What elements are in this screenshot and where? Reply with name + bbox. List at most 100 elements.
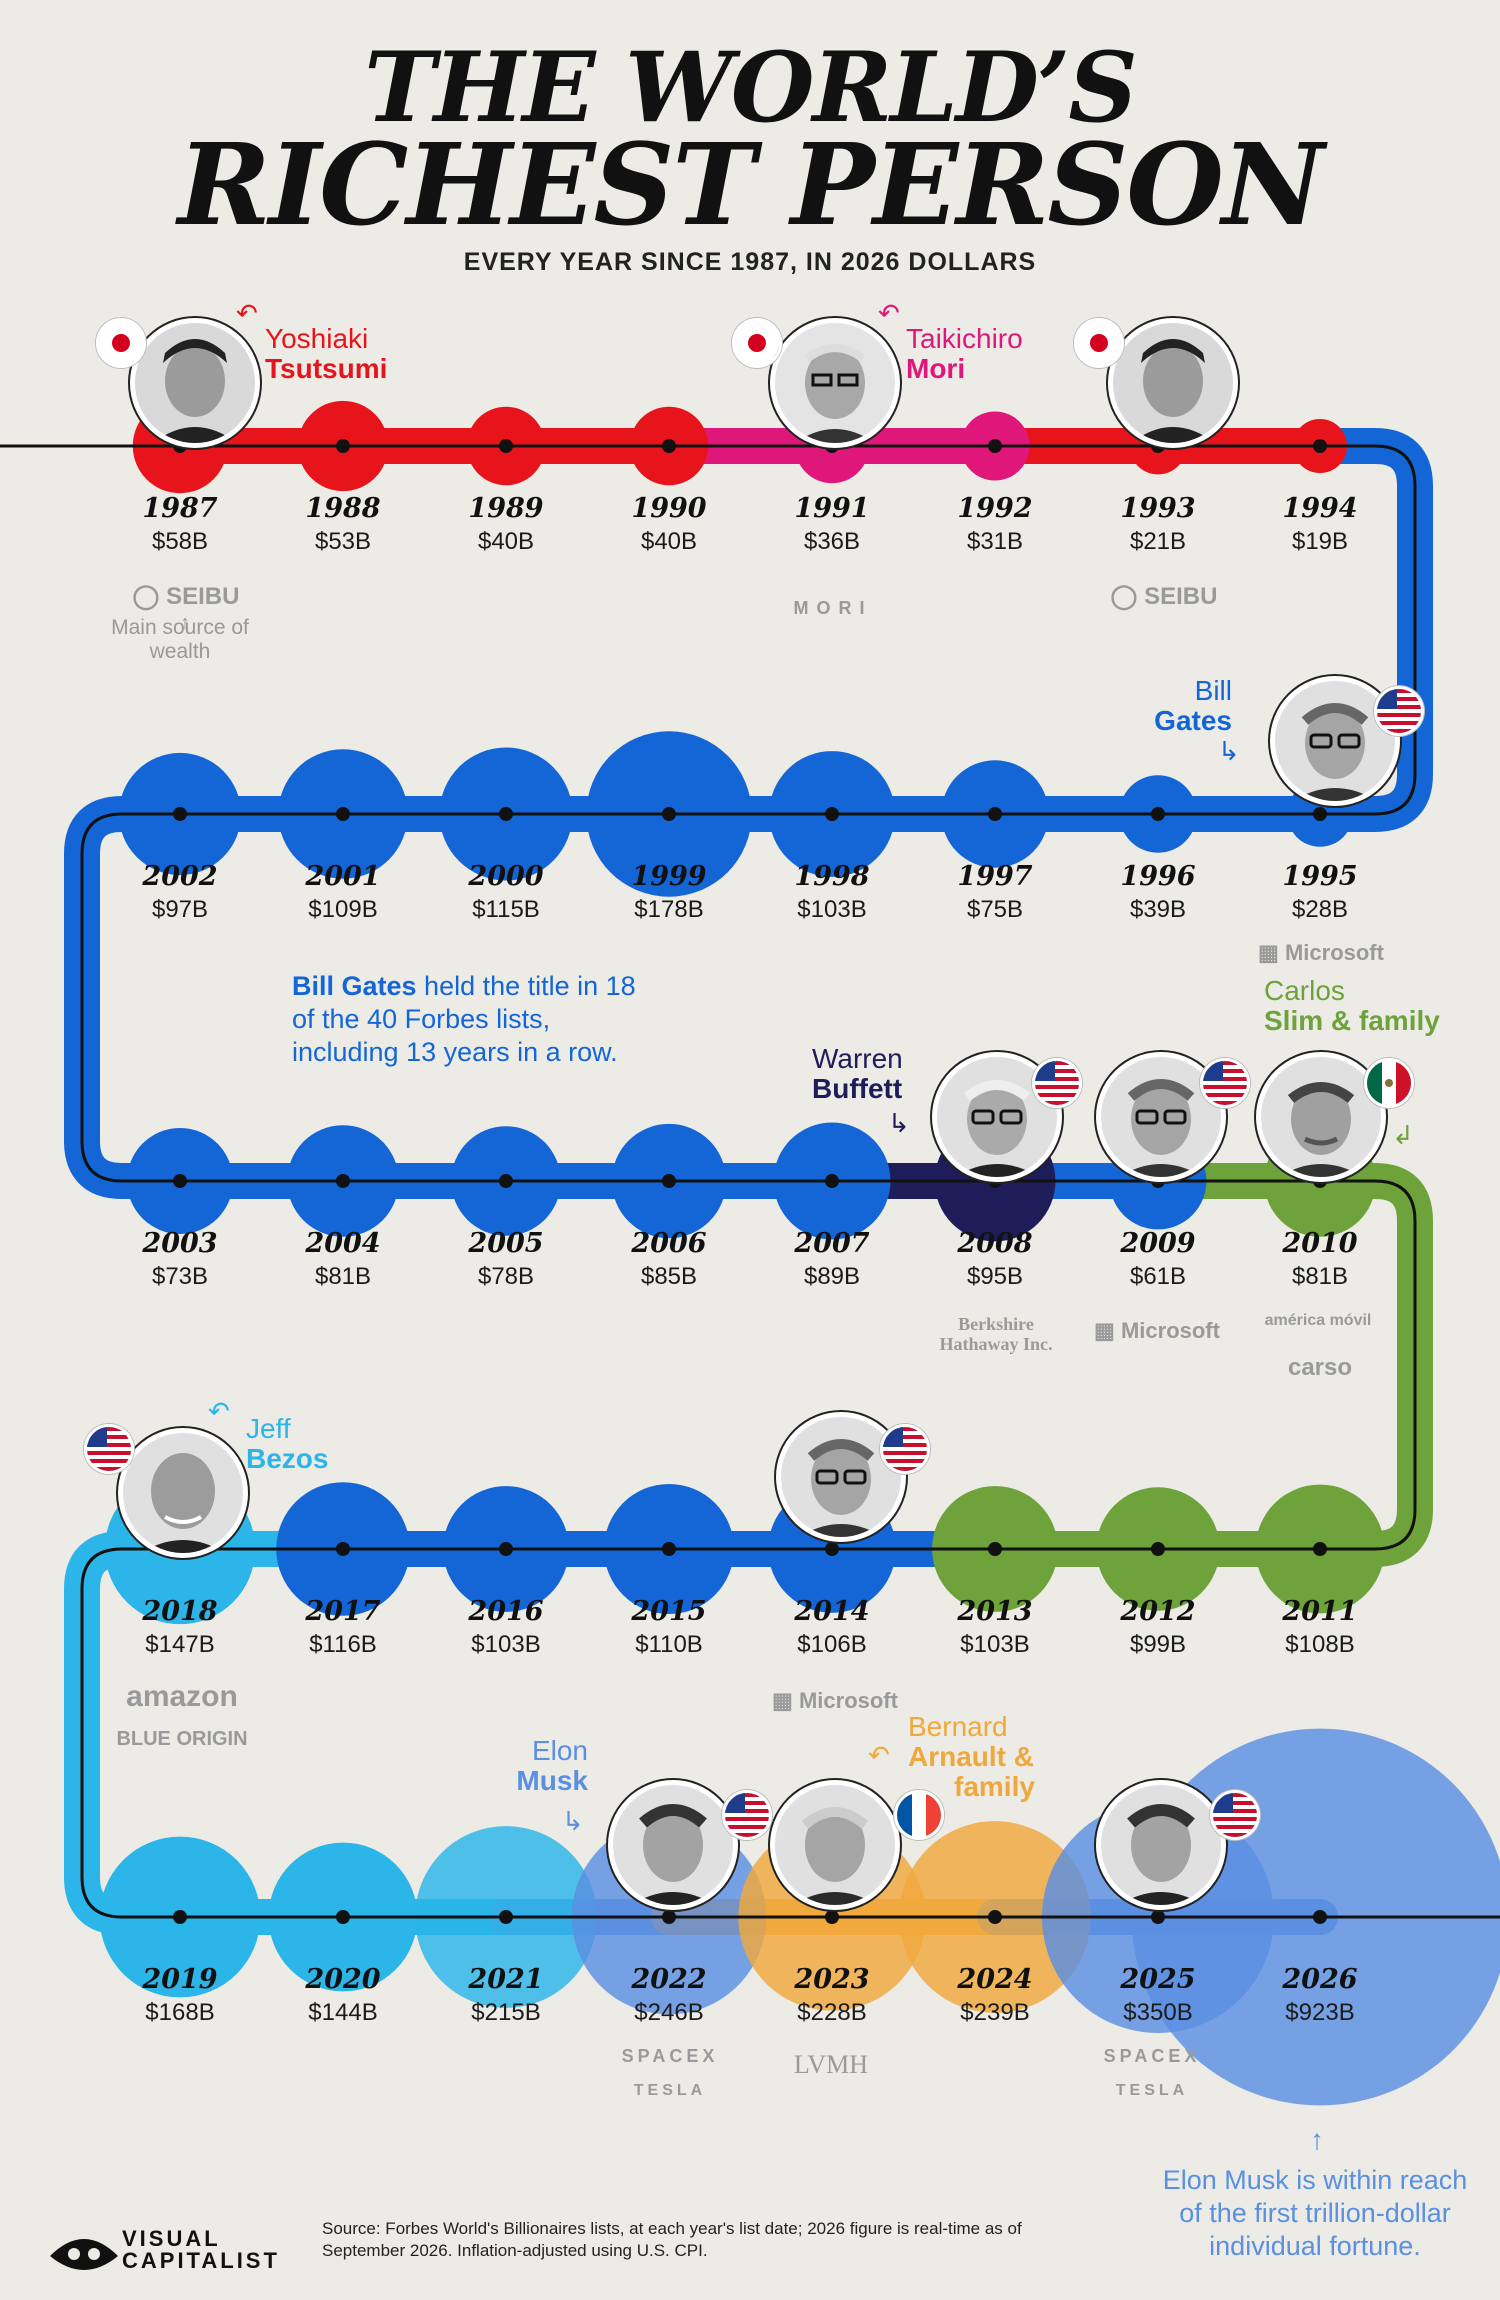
value-label-1994: $19B <box>1292 528 1348 555</box>
seibu-logo: ◯ SEIBU <box>132 583 240 610</box>
portrait-bezos <box>118 1428 248 1558</box>
usa-flag-icon <box>1210 1790 1260 1840</box>
usa-flag-icon <box>880 1424 930 1474</box>
dot-2024 <box>988 1910 1002 1924</box>
value-label-2009: $61B <box>1130 1263 1186 1290</box>
dot-2001 <box>336 807 350 821</box>
value-label-2021: $215B <box>471 1999 540 2026</box>
year-label-1993: 1993 <box>1120 493 1195 524</box>
year-label-2006: 2006 <box>630 1228 706 1259</box>
portrait-slim <box>1256 1052 1386 1182</box>
arrow-gates: ↳ <box>1218 736 1240 766</box>
value-label-2022: $246B <box>634 1999 703 2026</box>
dot-1999 <box>662 807 676 821</box>
value-label-2001: $109B <box>308 896 377 923</box>
value-label-1993: $21B <box>1130 528 1186 555</box>
value-label-2014: $106B <box>797 1631 866 1658</box>
value-label-2024: $239B <box>960 1999 1029 2026</box>
timeline-guide <box>0 444 1500 1919</box>
value-label-2013: $103B <box>960 1631 1029 1658</box>
year-label-2013: 2013 <box>956 1596 1032 1627</box>
name-mori: Taikichiro Mori <box>906 323 1023 384</box>
dot-1995 <box>1313 807 1327 821</box>
arrow-musk: ↳ <box>562 1806 584 1836</box>
year-label-2024: 2024 <box>956 1964 1032 1995</box>
value-label-2020: $144B <box>308 1999 377 2026</box>
year-label-1997: 1997 <box>957 861 1032 892</box>
dot-1990 <box>662 439 676 453</box>
value-label-1999: $178B <box>634 896 703 923</box>
dot-2004 <box>336 1174 350 1188</box>
arrow-arnault: ↶ <box>868 1740 890 1770</box>
name-tsutsumi: Yoshiaki Tsutsumi <box>265 323 388 384</box>
value-label-2008: $95B <box>967 1263 1023 1290</box>
arrow-tsutsumi: ↶ <box>236 298 258 328</box>
japan-flag-icon <box>96 318 146 368</box>
timeline-line <box>0 444 1500 1919</box>
portrait-musk-2022 <box>608 1780 738 1910</box>
year-label-2007: 2007 <box>793 1228 869 1259</box>
up-arrow-icon: ↑ <box>180 612 190 634</box>
value-label-1998: $103B <box>797 896 866 923</box>
france-flag-icon <box>894 1790 944 1840</box>
subtitle: EVERY YEAR SINCE 1987, IN 2026 DOLLARS <box>463 248 1037 276</box>
year-label-1991: 1991 <box>794 493 869 524</box>
value-label-2015: $110B <box>635 1631 703 1658</box>
year-label-2019: 2019 <box>141 1964 217 1995</box>
arrow-bezos: ↶ <box>208 1396 230 1426</box>
year-label-2002: 2002 <box>141 861 217 892</box>
value-label-2025: $350B <box>1123 1999 1192 2026</box>
dot-1994 <box>1313 439 1327 453</box>
value-label-2003: $73B <box>152 1263 208 1290</box>
dot-1998 <box>825 807 839 821</box>
year-label-2017: 2017 <box>304 1596 380 1627</box>
dot-1997 <box>988 807 1002 821</box>
main-source-label: Main source of wealth <box>111 616 249 663</box>
amazon-logo: amazon <box>126 1680 238 1713</box>
value-label-2017: $116B <box>309 1631 377 1658</box>
value-label-2023: $228B <box>797 1999 866 2026</box>
value-label-2010: $81B <box>1292 1263 1348 1290</box>
value-label-2006: $85B <box>641 1263 697 1290</box>
microsoft-logo: ▦ Microsoft <box>1094 1318 1220 1343</box>
year-label-2018: 2018 <box>141 1596 217 1627</box>
dot-2023 <box>825 1910 839 1924</box>
grupo-carso-logo: carso <box>1287 1354 1353 1381</box>
value-label-2004: $81B <box>315 1263 371 1290</box>
mori-logo: MORI <box>793 598 873 618</box>
lvmh-logo: LVMH <box>793 2050 869 2079</box>
portrait-mori <box>770 318 900 448</box>
year-label-2011: 2011 <box>1281 1596 1357 1627</box>
microsoft-logo: ▦ Microsoft <box>772 1688 898 1713</box>
usa-flag-icon <box>1032 1058 1082 1108</box>
dot-2003 <box>173 1174 187 1188</box>
seibu-logo: ◯ SEIBU <box>1110 583 1218 610</box>
arrow-buffett: ↳ <box>888 1108 910 1138</box>
dot-2014 <box>825 1542 839 1556</box>
value-label-2026: $923B <box>1285 1999 1354 2026</box>
japan-flag-icon <box>1074 318 1124 368</box>
value-label-1990: $40B <box>641 528 697 555</box>
title-line-1: THE WORLD’S <box>364 31 1137 144</box>
year-label-2000: 2000 <box>467 861 543 892</box>
name-arnault: Bernard Arnault & family <box>908 1711 1035 1802</box>
dot-2013 <box>988 1542 1002 1556</box>
dot-2017 <box>336 1542 350 1556</box>
japan-flag-icon <box>732 318 782 368</box>
arrow-mori: ↶ <box>878 298 900 328</box>
year-label-2015: 2015 <box>630 1596 706 1627</box>
spacex-logo: SPACEX <box>621 2046 719 2066</box>
dot-2016 <box>499 1542 513 1556</box>
arrow-slim: ↲ <box>1392 1120 1414 1150</box>
name-musk: Elon Musk <box>516 1735 588 1796</box>
value-label-2007: $89B <box>804 1263 860 1290</box>
year-label-2008: 2008 <box>956 1228 1032 1259</box>
dot-2007 <box>825 1174 839 1188</box>
year-label-1996: 1996 <box>1120 861 1195 892</box>
year-label-2009: 2009 <box>1119 1228 1195 1259</box>
value-label-2018: $147B <box>145 1631 214 1658</box>
dot-2012 <box>1151 1542 1165 1556</box>
year-label-1989: 1989 <box>468 493 543 524</box>
name-buffett: Warren Buffett <box>812 1043 903 1104</box>
year-label-2026: 2026 <box>1281 1964 1357 1995</box>
